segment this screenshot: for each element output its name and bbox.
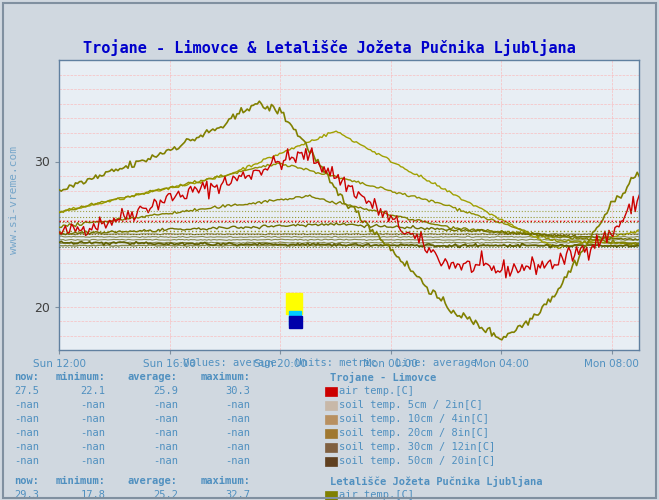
Text: air temp.[C]: air temp.[C]: [339, 386, 415, 396]
Text: Values: average   Units: metric   Line: average: Values: average Units: metric Line: aver…: [183, 358, 476, 368]
Text: soil temp. 5cm / 2in[C]: soil temp. 5cm / 2in[C]: [339, 400, 483, 410]
Text: -nan: -nan: [225, 456, 250, 466]
Text: 32.7: 32.7: [225, 490, 250, 500]
Text: Letališče Jožeta Pučnika Ljubljana: Letališče Jožeta Pučnika Ljubljana: [330, 476, 542, 486]
Text: -nan: -nan: [80, 400, 105, 410]
Text: -nan: -nan: [153, 400, 178, 410]
Text: -nan: -nan: [14, 414, 40, 424]
Text: average:: average:: [128, 372, 178, 382]
Text: soil temp. 20cm / 8in[C]: soil temp. 20cm / 8in[C]: [339, 428, 490, 438]
Text: now:: now:: [14, 476, 40, 486]
Text: air temp.[C]: air temp.[C]: [339, 490, 415, 500]
Text: -nan: -nan: [225, 414, 250, 424]
Text: www.si-vreme.com: www.si-vreme.com: [9, 146, 20, 254]
Text: 27.5: 27.5: [14, 386, 40, 396]
Text: 29.3: 29.3: [14, 490, 40, 500]
Text: Trojane - Limovce & Letališče Jožeta Pučnika Ljubljana: Trojane - Limovce & Letališče Jožeta Puč…: [83, 39, 576, 56]
Text: -nan: -nan: [14, 442, 40, 452]
Text: maximum:: maximum:: [200, 476, 250, 486]
Text: -nan: -nan: [80, 456, 105, 466]
Text: Trojane - Limovce: Trojane - Limovce: [330, 372, 436, 383]
Text: 30.3: 30.3: [225, 386, 250, 396]
Text: -nan: -nan: [225, 442, 250, 452]
Text: 25.9: 25.9: [153, 386, 178, 396]
Text: -nan: -nan: [225, 428, 250, 438]
Text: minimum:: minimum:: [55, 476, 105, 486]
Text: -nan: -nan: [153, 456, 178, 466]
Text: -nan: -nan: [14, 400, 40, 410]
Text: now:: now:: [14, 372, 40, 382]
Text: 22.1: 22.1: [80, 386, 105, 396]
Text: -nan: -nan: [153, 414, 178, 424]
Text: -nan: -nan: [80, 442, 105, 452]
Text: soil temp. 30cm / 12in[C]: soil temp. 30cm / 12in[C]: [339, 442, 496, 452]
Text: -nan: -nan: [80, 428, 105, 438]
Text: soil temp. 50cm / 20in[C]: soil temp. 50cm / 20in[C]: [339, 456, 496, 466]
Text: -nan: -nan: [14, 456, 40, 466]
Text: minimum:: minimum:: [55, 372, 105, 382]
Text: maximum:: maximum:: [200, 372, 250, 382]
Text: -nan: -nan: [14, 428, 40, 438]
Text: -nan: -nan: [153, 442, 178, 452]
Text: -nan: -nan: [153, 428, 178, 438]
Text: 25.2: 25.2: [153, 490, 178, 500]
Text: soil temp. 10cm / 4in[C]: soil temp. 10cm / 4in[C]: [339, 414, 490, 424]
Text: average:: average:: [128, 476, 178, 486]
Text: 17.8: 17.8: [80, 490, 105, 500]
Text: -nan: -nan: [225, 400, 250, 410]
Text: -nan: -nan: [80, 414, 105, 424]
